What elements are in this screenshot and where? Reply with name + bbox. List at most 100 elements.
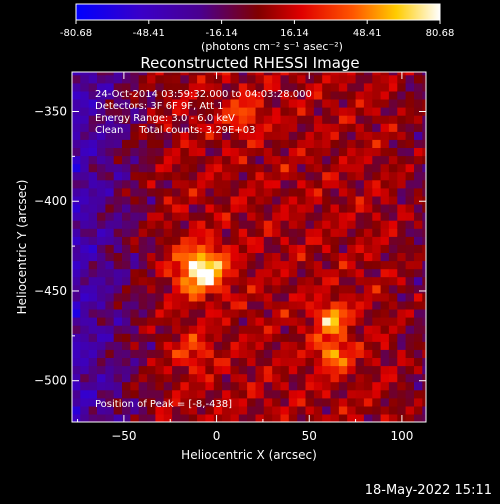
- heatmap-cell: [288, 389, 298, 399]
- heatmap-cell: [97, 317, 106, 326]
- heatmap-cell: [255, 228, 265, 237]
- heatmap-cell: [363, 389, 373, 399]
- heatmap-cell: [388, 292, 398, 302]
- heatmap-cell: [397, 90, 407, 100]
- heatmap-cell: [163, 139, 173, 148]
- heatmap-cell: [297, 171, 307, 181]
- heatmap-cell: [380, 405, 390, 415]
- heatmap-cell: [313, 357, 323, 367]
- heatmap-cell: [138, 98, 148, 108]
- heatmap-cell: [213, 252, 223, 262]
- heatmap-cell: [172, 268, 181, 278]
- heatmap-cell: [213, 171, 223, 181]
- heatmap-cell: [230, 72, 240, 76]
- heatmap-cell: [130, 228, 140, 237]
- heatmap-cell: [247, 203, 256, 213]
- heatmap-cell: [322, 341, 332, 350]
- heatmap-cell: [105, 284, 115, 294]
- heatmap-cell: [422, 381, 426, 391]
- heatmap-cell: [363, 333, 373, 342]
- heatmap-cell: [80, 220, 90, 229]
- heatmap-cell: [347, 349, 357, 358]
- heatmap-cell: [288, 244, 298, 253]
- heatmap-cell: [130, 179, 140, 189]
- heatmap-cell: [147, 292, 156, 302]
- heatmap-cell: [138, 357, 148, 367]
- heatmap-cell: [388, 260, 398, 270]
- heatmap-cell: [88, 292, 98, 302]
- heatmap-cell: [88, 244, 98, 253]
- heatmap-cell: [338, 260, 348, 270]
- heatmap-cell: [272, 131, 282, 140]
- heatmap-cell: [222, 244, 231, 253]
- heatmap-cell: [197, 107, 206, 116]
- heatmap-cell: [105, 203, 115, 213]
- heatmap-cell: [122, 349, 131, 358]
- heatmap-cell: [280, 397, 290, 407]
- heatmap-cell: [80, 171, 90, 181]
- heatmap-cell: [113, 260, 123, 270]
- heatmap-cell: [288, 220, 298, 229]
- heatmap-cell: [197, 405, 206, 415]
- heatmap-cell: [222, 381, 231, 391]
- heatmap-cell: [322, 236, 332, 245]
- heatmap-cell: [405, 74, 415, 84]
- heatmap-cell: [263, 381, 273, 391]
- heatmap-cell: [263, 349, 273, 358]
- heatmap-cell: [347, 300, 357, 310]
- heatmap-cell: [97, 123, 106, 132]
- heatmap-cell: [213, 292, 223, 302]
- heatmap-cell: [113, 292, 123, 302]
- heatmap-cell: [155, 139, 165, 148]
- heatmap-cell: [72, 179, 81, 189]
- heatmap-cell: [197, 341, 206, 350]
- heatmap-cell: [213, 357, 223, 367]
- heatmap-cell: [363, 212, 373, 221]
- heatmap-cell: [205, 268, 215, 278]
- heatmap-cell: [180, 397, 190, 407]
- heatmap-cell: [188, 317, 198, 326]
- heatmap-cell: [313, 300, 323, 310]
- heatmap-cell: [238, 212, 248, 221]
- heatmap-cell: [330, 220, 340, 229]
- heatmap-cell: [422, 365, 426, 375]
- heatmap-cell: [97, 147, 106, 157]
- heatmap-cell: [188, 115, 198, 124]
- heatmap-cell: [380, 292, 390, 302]
- heatmap-cell: [180, 333, 190, 342]
- heatmap-cell: [163, 115, 173, 124]
- heatmap-cell: [230, 341, 240, 350]
- heatmap-cell: [238, 268, 248, 278]
- heatmap-cell: [363, 82, 373, 92]
- heatmap-cell: [238, 82, 248, 92]
- heatmap-cell: [147, 147, 156, 157]
- heatmap-cell: [172, 163, 181, 173]
- heatmap-cell: [197, 317, 206, 326]
- heatmap-cell: [405, 220, 415, 229]
- heatmap-cell: [363, 171, 373, 181]
- heatmap-cell: [180, 300, 190, 310]
- heatmap-cell: [422, 123, 426, 132]
- heatmap-cell: [188, 365, 198, 375]
- heatmap-cell: [147, 260, 156, 270]
- heatmap-cell: [322, 115, 332, 124]
- heatmap-cell: [305, 147, 315, 157]
- heatmap-cell: [122, 171, 131, 181]
- heatmap-cell: [255, 244, 265, 253]
- heatmap-cell: [288, 260, 298, 270]
- heatmap-cell: [122, 284, 131, 294]
- heatmap-cell: [122, 268, 131, 278]
- heatmap-cell: [213, 131, 223, 140]
- heatmap-cell: [105, 115, 115, 124]
- heatmap-cell: [188, 131, 198, 140]
- heatmap-cell: [347, 139, 357, 148]
- heatmap-cell: [322, 74, 332, 84]
- heatmap-cell: [414, 98, 423, 108]
- heatmap-cell: [105, 397, 115, 407]
- heatmap-cell: [138, 349, 148, 358]
- heatmap-cell: [172, 389, 181, 399]
- heatmap-cell: [422, 292, 426, 302]
- heatmap-cell: [197, 220, 206, 229]
- heatmap-cell: [138, 171, 148, 181]
- heatmap-cell: [113, 82, 123, 92]
